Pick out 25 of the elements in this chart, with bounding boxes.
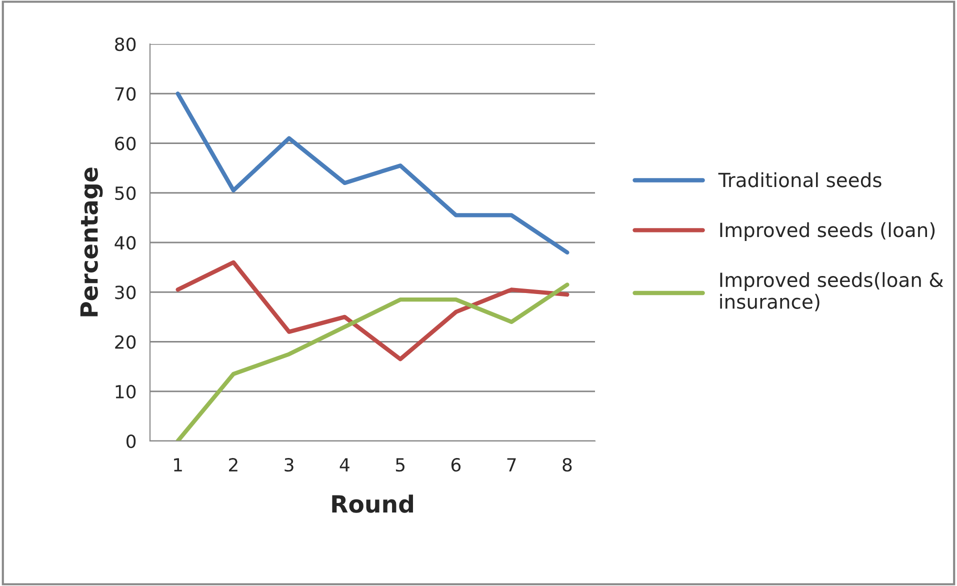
y-tick-label: 20 [115, 335, 136, 349]
y-tick-label: 50 [115, 186, 136, 200]
x-tick-label: 1 [174, 458, 182, 472]
legend-label: Improved seeds(loan & insurance) [720, 272, 944, 312]
x-axis-title: Round [332, 494, 413, 513]
y-tick-label: 60 [115, 136, 136, 150]
y-tick-label: 70 [115, 87, 136, 101]
line-series [176, 282, 570, 441]
y-tick-label: 80 [115, 37, 136, 52]
x-tick-label: 2 [229, 458, 238, 472]
legend-label: Traditional seeds [718, 172, 882, 188]
line-series [176, 92, 570, 255]
x-tick-label: 5 [396, 458, 404, 472]
y-tick-label: 40 [114, 236, 136, 250]
x-tick-label: 4 [340, 458, 350, 472]
y-tick-label: 30 [115, 286, 136, 300]
x-tick-label: 7 [507, 458, 516, 472]
x-tick-label: 6 [451, 458, 461, 472]
legend-label: Improved seeds (loan) [720, 222, 935, 242]
x-tick-label: 3 [284, 458, 294, 472]
y-tick-label: 10 [116, 384, 136, 398]
x-tick-label: 8 [562, 458, 572, 472]
y-tick-label: 0 [126, 434, 136, 448]
y-axis-title: Percentage [80, 168, 103, 316]
line-series [176, 260, 570, 362]
